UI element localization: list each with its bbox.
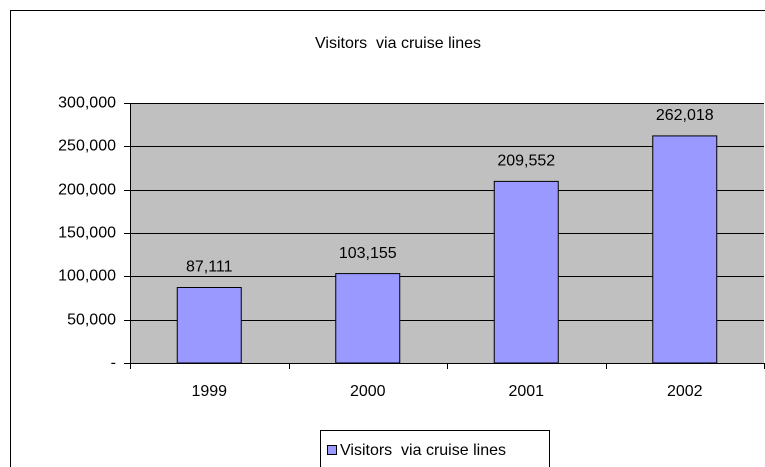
bar: [652, 135, 718, 364]
y-tick-label: 200,000: [58, 182, 116, 199]
x-tick-label: 2000: [350, 383, 386, 400]
y-tick-label: 300,000: [58, 95, 116, 112]
y-tick-label: 50,000: [67, 312, 116, 329]
x-tick-label: 2002: [667, 383, 703, 400]
x-tick-label: 2001: [508, 383, 544, 400]
data-label: 87,111: [186, 259, 233, 276]
legend-swatch: [327, 445, 337, 455]
bar: [335, 273, 401, 364]
y-tick-label: 100,000: [58, 268, 116, 285]
x-tick-label: 1999: [191, 383, 227, 400]
data-label: 262,018: [656, 107, 714, 124]
legend-box: [320, 430, 550, 467]
y-tick-label: 150,000: [58, 225, 116, 242]
y-tick-label: 250,000: [58, 138, 116, 155]
y-tick-label: -: [111, 355, 116, 372]
legend-label: Visitors via cruise lines: [340, 442, 506, 459]
bar: [176, 287, 242, 364]
data-label: 209,552: [497, 153, 555, 170]
data-label: 103,155: [339, 245, 397, 262]
bar: [493, 180, 559, 364]
chart-title: Visitors via cruise lines: [315, 35, 481, 52]
